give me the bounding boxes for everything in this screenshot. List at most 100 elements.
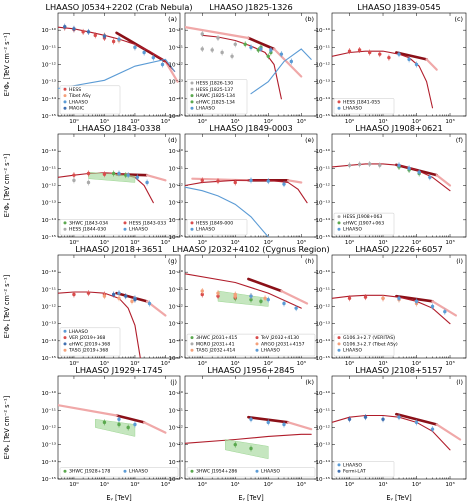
data-point (81, 30, 85, 34)
legend-label: G106.3+2.7 (VERITAS) (343, 335, 395, 341)
panel-k: LHAASO J1956+2845 (k) 10⁰ 10¹ 10² 10³ 10⁻¹⁰ 10⁻… (168, 365, 318, 488)
data-point (220, 50, 224, 55)
y-tick-label: 10⁻¹¹ (315, 165, 330, 172)
y-tick-label: 10⁻¹³ (41, 321, 56, 328)
y-tick-label: 10⁻¹³ (41, 79, 56, 86)
data-point (279, 52, 284, 56)
legend-label: LHAASO (261, 348, 280, 354)
legend-label: HESS J1849-000 (196, 220, 233, 226)
legend-marker (337, 106, 341, 110)
data-point (414, 420, 419, 425)
extrapolation-line (143, 421, 167, 434)
legend-label: Tibet ASγ (68, 93, 91, 99)
data-point (347, 49, 352, 53)
legend: G106.3+2.7 (VERITAS)G106.3+2.7 (Tibet AS… (333, 333, 398, 357)
model-line (185, 433, 312, 444)
extrapolation-line (431, 300, 458, 317)
y-tick-label: 10⁻¹² (41, 425, 56, 432)
plot-area (58, 404, 167, 437)
legend-box (186, 219, 248, 236)
y-tick-label: 10⁻¹² (315, 425, 330, 432)
legend-label: LHAASO (343, 462, 362, 468)
legend-marker (63, 227, 67, 231)
legend-marker (190, 221, 194, 225)
ic-model-line (58, 58, 176, 90)
y-tick-label: 10⁻¹⁴ (168, 96, 183, 103)
panel-letter: (f) (456, 136, 463, 144)
data-point (124, 173, 128, 177)
data-point (414, 62, 419, 67)
y-tick-label: 10⁻¹⁰ (41, 27, 56, 34)
legend-marker (63, 342, 67, 346)
extrapolation-line (185, 26, 250, 40)
y-tick-label: 10⁻¹³ (168, 200, 183, 207)
plot-area (185, 177, 308, 237)
y-tick-label: 10⁻¹⁵ (41, 113, 56, 120)
y-tick-label: 10⁻¹¹ (41, 165, 56, 172)
data-point (86, 291, 91, 295)
panel-letter: (b) (305, 15, 314, 23)
panel-title: LHAASO J2018+3651 (75, 244, 162, 254)
data-point (151, 55, 156, 60)
legend-label: MGRO J2031+41 (196, 341, 235, 347)
legend-marker (190, 469, 194, 473)
x-tick-label: 10³ (161, 360, 170, 367)
x-axis-label: Eᵧ [TeV] (106, 494, 131, 502)
x-tick-label: 10² (412, 239, 421, 246)
data-point (216, 179, 220, 183)
legend-marker (337, 342, 341, 346)
extrapolation-line (287, 421, 313, 431)
lhaaso-fit-line (395, 412, 438, 426)
data-point (124, 294, 128, 298)
panel-title: LHAASO J1825-1326 (209, 2, 292, 12)
data-point (86, 180, 91, 185)
y-tick-label: 10⁻¹⁰ (168, 390, 183, 397)
data-point (387, 55, 391, 60)
x-tick-label: 10² (130, 118, 139, 125)
data-point (282, 422, 286, 427)
panel-letter: (c) (454, 15, 463, 23)
data-point (266, 54, 270, 59)
x-tick-label: 10² (264, 481, 273, 488)
data-point (216, 294, 220, 298)
y-tick-label: 10⁻¹⁴ (41, 217, 56, 224)
y-tick-label: 10⁻¹⁴ (168, 338, 183, 345)
x-tick-label: 10¹ (231, 118, 240, 125)
x-axis-label: Eᵧ [TeV] (386, 494, 411, 502)
y-tick-label: 10⁻¹⁵ (315, 234, 330, 241)
data-point (117, 37, 121, 41)
data-point (243, 42, 247, 47)
data-point (443, 309, 447, 314)
plot-area (332, 46, 438, 109)
legend-marker (337, 469, 341, 473)
y-tick-label: 10⁻¹³ (315, 442, 330, 449)
panel-letter: (k) (305, 378, 314, 386)
data-point (111, 171, 116, 176)
panel-j: LHAASO J1929+1745 (j) 10⁰ 10¹ 10² 10³ 10⁻¹⁰ 10⁻… (41, 365, 181, 488)
data-point (200, 47, 204, 51)
legend-label: 3HWC J1928+178 (69, 469, 110, 475)
data-point (249, 294, 253, 298)
y-tick-label: 10⁻¹⁴ (315, 338, 330, 345)
x-tick-label: 10⁰ (69, 239, 79, 246)
data-point (160, 62, 165, 67)
x-tick-label: 10³ (297, 118, 306, 125)
y-tick-label: 10⁻¹³ (41, 200, 56, 207)
legend-marker (63, 100, 67, 104)
y-tick-label: 10⁻¹⁴ (41, 459, 56, 466)
data-point (367, 50, 372, 55)
extrapolation-line (435, 423, 462, 441)
legend-marker (337, 227, 341, 231)
data-point (102, 420, 107, 425)
data-point (86, 30, 91, 34)
legend-label: ARGO J2031+4157 (261, 341, 305, 347)
data-point (259, 299, 263, 304)
x-tick-label: 10³ (297, 360, 306, 367)
legend-label: LHAASO (129, 469, 148, 475)
data-point (200, 32, 204, 36)
data-point (249, 45, 253, 50)
legend-label: LHAASO (129, 227, 148, 233)
